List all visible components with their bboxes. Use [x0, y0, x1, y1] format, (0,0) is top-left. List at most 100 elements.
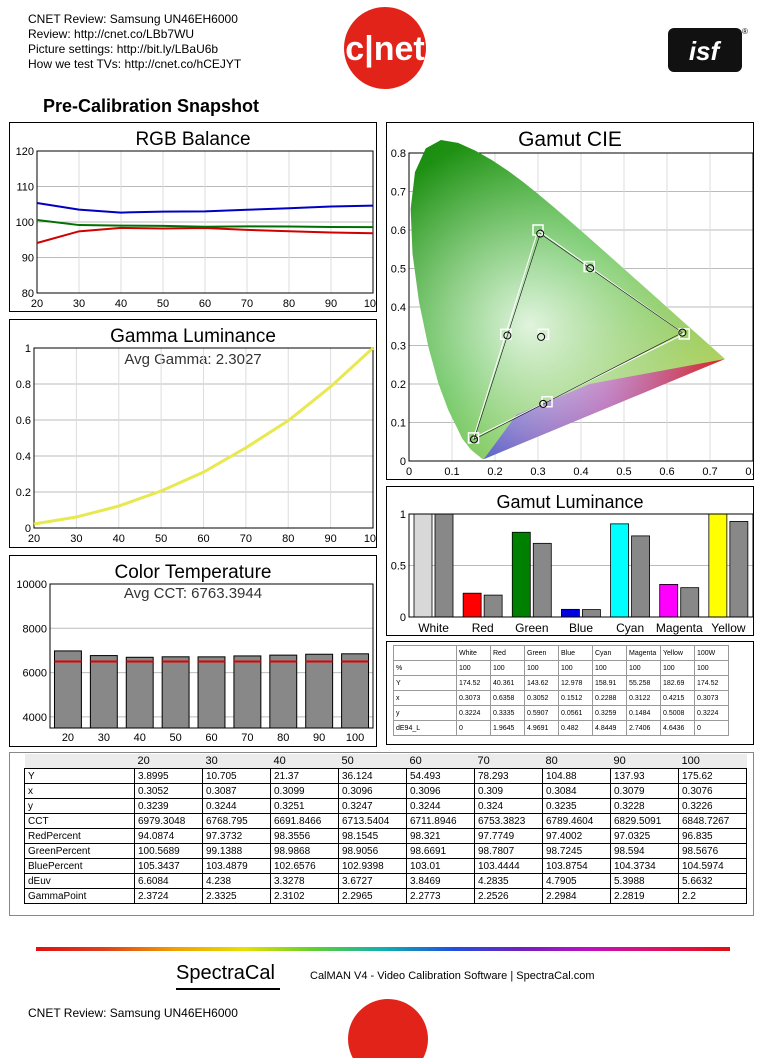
table-cell: 0.3052 — [134, 783, 203, 799]
table-cell: 0.324 — [474, 798, 543, 814]
y-tick-label: 0.5 — [391, 561, 406, 573]
gamut-cie-panel: Gamut CIE 0 0.1 0.2 0.3 0.4 0.5 0.6 0.7 0.8 0 0.1 0… — [386, 122, 754, 480]
measured-marker — [536, 229, 545, 238]
table-cell: 104.3734 — [610, 858, 679, 874]
gamut-target-bar — [729, 521, 749, 618]
table-cell: 2.7406 — [626, 720, 661, 736]
table-cell: 1.9645 — [490, 720, 525, 736]
table-cell: 100 — [456, 660, 491, 676]
table-cell: 0.3244 — [202, 798, 271, 814]
table-cell: 0.1512 — [558, 690, 593, 706]
table-cell: 6691.8466 — [270, 813, 339, 829]
plot-frame — [408, 152, 753, 462]
table-cell: 0.0561 — [558, 705, 593, 721]
table-cell: 103.4879 — [202, 858, 271, 874]
x-tick-label: 0.1 — [444, 466, 459, 478]
column-header: Green — [524, 645, 559, 661]
table-cell: 6979.3048 — [134, 813, 203, 829]
table-cell: 0.3335 — [490, 705, 525, 721]
table-cell: 4.9691 — [524, 720, 559, 736]
gamut-table-row: y 0.3224 0.3335 0.5907 0.0561 0.3259 0.1484 0.5… — [393, 705, 729, 721]
table-cell: GammaPoint — [24, 888, 135, 904]
table-cell: 55.258 — [626, 675, 661, 691]
table-cell: 0.482 — [558, 720, 593, 736]
column-header — [24, 754, 135, 769]
table-cell: 0.3052 — [524, 690, 559, 706]
category-label: Magenta — [656, 621, 703, 635]
table-cell: 174.52 — [456, 675, 491, 691]
table-cell: 0.2288 — [592, 690, 627, 706]
column-header: White — [456, 645, 491, 661]
footer-cnet-logo — [348, 999, 428, 1058]
table-cell: 98.6691 — [406, 843, 475, 859]
y-tick-label: 10000 — [16, 579, 47, 591]
registered-mark: ® — [742, 28, 748, 36]
gamut-target-bar — [532, 542, 552, 618]
snapshot-title: Pre-Calibration Snapshot — [43, 96, 260, 116]
gamut-table-panel: White Red Green Blue Cyan Magenta Yellow 100W% 1… — [386, 641, 754, 745]
target-marker — [532, 224, 544, 236]
table-cell: 5.3988 — [610, 873, 679, 889]
y-tick-label: 0 — [400, 612, 406, 624]
y-tick-label: 120 — [16, 146, 34, 158]
table-cell: 0.3076 — [678, 783, 747, 799]
rgb-balance-panel: RGB Balance 80 90 100 110 120 20 30 40 50 60 70 80 9… — [9, 122, 377, 312]
table-cell: 10.705 — [202, 768, 271, 784]
cnet-logo-text: c|net — [345, 30, 424, 68]
main-table-row: GammaPoint 2.3724 2.3325 2.3102 2.2965 2.2773… — [24, 888, 747, 904]
cct-bar — [161, 656, 190, 729]
cct-bar — [89, 655, 118, 729]
avg-cct-label: Avg CCT: 6763.3944 — [124, 585, 262, 602]
cie-purple-region — [483, 358, 726, 460]
table-cell: 2.2984 — [542, 888, 611, 904]
table-cell: BluePercent — [24, 858, 135, 874]
table-cell: 104.5974 — [678, 858, 747, 874]
table-cell: 2.2526 — [474, 888, 543, 904]
table-cell: 96.835 — [678, 828, 747, 844]
rgb-series-line — [36, 218, 374, 229]
x-tick-label: 80 — [282, 533, 294, 545]
table-cell: 0.3087 — [202, 783, 271, 799]
table-header-row: White Red Green Blue Cyan Magenta Yellow 100W — [393, 645, 729, 661]
x-tick-label: 30 — [73, 298, 85, 310]
table-cell: 98.3556 — [270, 828, 339, 844]
table-cell: 100 — [490, 660, 525, 676]
x-tick-label: 0 — [406, 466, 412, 478]
y-tick-label: 100 — [16, 217, 34, 229]
table-cell: 100 — [592, 660, 627, 676]
gamma-luminance-chart: Gamma Luminance Avg Gamma: 2.3027 0 0.2 0.… — [16, 326, 376, 545]
table-cell: 0.3099 — [270, 783, 339, 799]
header-line: How we test TVs: http://cnet.co/hCEJYT — [28, 57, 242, 71]
table-cell: 103.4444 — [474, 858, 543, 874]
table-cell: 0.3073 — [456, 690, 491, 706]
table-cell: 98.594 — [610, 843, 679, 859]
x-tick-label: 60 — [199, 298, 211, 310]
table-cell: 0.3122 — [626, 690, 661, 706]
y-tick-label: 0.2 — [16, 487, 31, 499]
header-line: Picture settings: http://bit.ly/LBaU6b — [28, 42, 219, 56]
table-cell: 12.978 — [558, 675, 593, 691]
table-cell: 0.309 — [474, 783, 543, 799]
x-tick-label: 60 — [205, 732, 217, 744]
table-cell: % — [393, 660, 457, 676]
rainbow-divider — [36, 947, 730, 951]
y-tick-label: 0.4 — [16, 451, 31, 463]
x-tick-label: 20 — [62, 732, 74, 744]
cnet-logo: c|net — [344, 7, 426, 89]
target-marker — [541, 395, 553, 408]
table-cell: 97.0325 — [610, 828, 679, 844]
table-cell: 2.3325 — [202, 888, 271, 904]
x-tick-label: 20 — [28, 533, 40, 545]
x-tick-label: 40 — [115, 298, 127, 310]
cie-white-glow — [410, 139, 725, 460]
header-line: Review: http://cnet.co/LBb7WU — [28, 27, 195, 41]
category-label: Cyan — [616, 621, 644, 635]
y-tick-label: 0.2 — [391, 379, 406, 391]
table-cell: 98.321 — [406, 828, 475, 844]
table-cell: 174.52 — [694, 675, 729, 691]
table-cell: RedPercent — [24, 828, 135, 844]
table-cell: x — [24, 783, 135, 799]
gamut-cie-chart: Gamut CIE 0 0.1 0.2 0.3 0.4 0.5 0.6 0.7 0.8 0 0.1 0… — [391, 128, 753, 478]
table-cell: 0.3228 — [610, 798, 679, 814]
x-tick-label: 30 — [98, 732, 110, 744]
